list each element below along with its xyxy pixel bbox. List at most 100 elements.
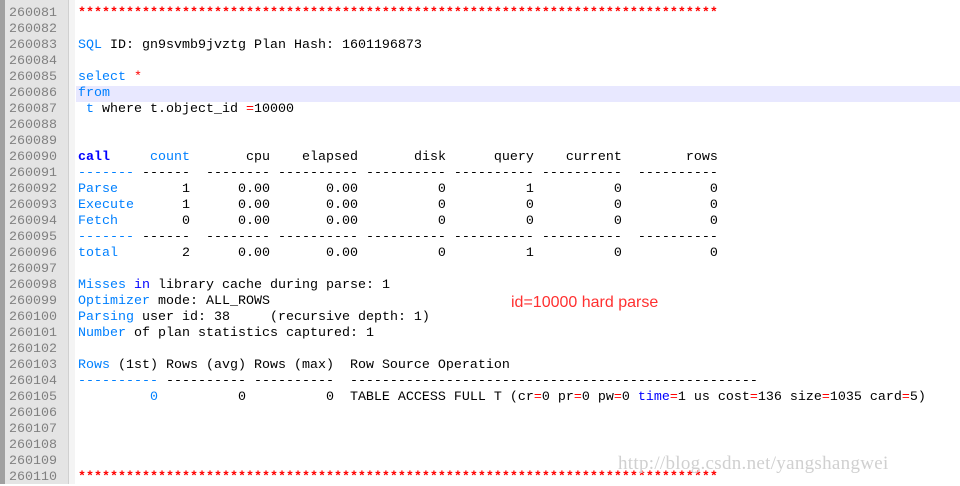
line-content[interactable]: total 2 0.00 0.00 0 1 0 0 bbox=[76, 246, 960, 262]
line-number: 260091 bbox=[9, 166, 57, 181]
code-token: 0 pr bbox=[541, 390, 574, 405]
code-token: ------ -------- ---------- ---------- --… bbox=[134, 230, 718, 245]
line-content[interactable] bbox=[76, 438, 960, 454]
editor-line[interactable]: 260084 bbox=[0, 54, 960, 70]
code-token bbox=[110, 150, 150, 165]
line-content[interactable] bbox=[76, 342, 960, 358]
line-content[interactable]: Optimizer mode: ALL_ROWS bbox=[76, 294, 960, 310]
code-token: = bbox=[901, 390, 910, 405]
editor-line[interactable]: 260085 select * bbox=[0, 70, 960, 86]
editor-line[interactable]: 260098 Misses in library cache during par… bbox=[0, 278, 960, 294]
watermark: http://blog.csdn.net/yangshangwei bbox=[618, 453, 889, 474]
code-token: total bbox=[78, 246, 118, 261]
line-number: 260110 bbox=[9, 470, 57, 485]
line-content[interactable]: call count cpu elapsed disk query curren… bbox=[76, 150, 960, 166]
code-token: ---------- ---------- ------------------… bbox=[157, 374, 758, 389]
editor-line[interactable]: 260088 bbox=[0, 118, 960, 134]
line-number: 260094 bbox=[9, 214, 57, 229]
code-token: ****************************************… bbox=[78, 6, 718, 21]
editor-line[interactable]: 260083 SQL ID: gn9svmb9jvztg Plan Hash: 1… bbox=[0, 38, 960, 54]
annotation-text: id=10000 hard parse bbox=[511, 294, 659, 311]
code-token: Optimizer bbox=[78, 294, 150, 309]
line-content[interactable]: ****************************************… bbox=[76, 470, 960, 486]
editor-line[interactable]: 260095 ------- ------ -------- ----------… bbox=[0, 230, 960, 246]
editor-line[interactable]: 260110 **********************************… bbox=[0, 470, 960, 486]
editor-line[interactable]: 260107 bbox=[0, 422, 960, 438]
line-content[interactable] bbox=[76, 118, 960, 134]
line-number: 260097 bbox=[9, 262, 57, 277]
editor-line[interactable]: 260096 total 2 0.00 0.00 0 1 0 0 bbox=[0, 246, 960, 262]
code-token: Execute bbox=[78, 198, 134, 213]
code-token: 0 bbox=[78, 390, 158, 405]
line-content[interactable]: Number of plan statistics captured: 1 bbox=[76, 326, 960, 342]
line-content[interactable]: Rows (1st) Rows (avg) Rows (max) Row Sou… bbox=[76, 358, 960, 374]
line-content[interactable]: Parsing user id: 38 (recursive depth: 1) bbox=[76, 310, 960, 326]
line-number: 260086 bbox=[9, 86, 57, 101]
editor-line[interactable]: 260103 Rows (1st) Rows (avg) Rows (max) R… bbox=[0, 358, 960, 374]
editor-line[interactable]: 260105 0 0 0 TABLE ACCESS FULL T (cr = 0 p… bbox=[0, 390, 960, 406]
code-token: = bbox=[821, 390, 830, 405]
line-number: 260105 bbox=[9, 390, 57, 405]
line-content[interactable]: ****************************************… bbox=[76, 6, 960, 22]
editor-line[interactable]: 260092 Parse 1 0.00 0.00 0 1 0 0 bbox=[0, 182, 960, 198]
line-number-gutter bbox=[0, 0, 68, 484]
editor-line[interactable]: 260099 Optimizer mode: ALL_ROWS bbox=[0, 294, 960, 310]
line-number: 260081 bbox=[9, 6, 57, 21]
code-token: user id: 38 (recursive depth: 1) bbox=[134, 310, 430, 325]
code-token: * bbox=[134, 70, 142, 85]
editor-line[interactable]: 260097 bbox=[0, 262, 960, 278]
editor-line[interactable]: 260089 bbox=[0, 134, 960, 150]
editor-line[interactable]: 260109 bbox=[0, 454, 960, 470]
line-content[interactable]: select * bbox=[76, 70, 960, 86]
editor-line[interactable]: 260087 t where t.object_id =10000 bbox=[0, 102, 960, 118]
editor-line[interactable]: 260108 bbox=[0, 438, 960, 454]
line-content[interactable]: t where t.object_id =10000 bbox=[76, 102, 960, 118]
line-content[interactable]: from bbox=[76, 86, 960, 102]
code-token: 0 0.00 0.00 0 0 0 0 bbox=[118, 214, 718, 229]
line-content[interactable]: Execute 1 0.00 0.00 0 0 0 0 bbox=[76, 198, 960, 214]
line-content[interactable] bbox=[76, 134, 960, 150]
line-content[interactable] bbox=[76, 22, 960, 38]
code-token: ------ -------- ---------- ---------- --… bbox=[134, 166, 718, 181]
editor-line[interactable]: 260104 ---------- ---------- ---------- -… bbox=[0, 374, 960, 390]
line-content[interactable]: SQL ID: gn9svmb9jvztg Plan Hash: 1601196… bbox=[76, 38, 960, 54]
editor-line[interactable]: 260101 Number of plan statistics captured… bbox=[0, 326, 960, 342]
line-content[interactable] bbox=[76, 422, 960, 438]
code-token: mode: ALL_ROWS bbox=[149, 294, 270, 309]
code-token: SQL bbox=[78, 38, 102, 53]
line-content[interactable]: Parse 1 0.00 0.00 0 1 0 0 bbox=[76, 182, 960, 198]
code-token: Number bbox=[78, 326, 126, 341]
line-content[interactable]: ------- ------ -------- ---------- -----… bbox=[76, 166, 960, 182]
editor-line[interactable]: 260081 **********************************… bbox=[0, 6, 960, 22]
line-content[interactable]: 0 0 0 TABLE ACCESS FULL T (cr=0 pr=0 pw=… bbox=[76, 390, 960, 406]
line-number: 260089 bbox=[9, 134, 57, 149]
editor-line[interactable]: 260082 bbox=[0, 22, 960, 38]
code-token: from bbox=[78, 86, 110, 101]
code-token: where t.object_id bbox=[94, 102, 246, 117]
line-content[interactable]: Fetch 0 0.00 0.00 0 0 0 0 bbox=[76, 214, 960, 230]
line-content[interactable]: ------- ------ -------- ---------- -----… bbox=[76, 230, 960, 246]
editor-line[interactable]: 260102 bbox=[0, 342, 960, 358]
code-token bbox=[126, 278, 134, 293]
editor-line[interactable]: 260094 Fetch 0 0.00 0.00 0 0 0 0 bbox=[0, 214, 960, 230]
code-token: 1 0.00 0.00 0 0 0 0 bbox=[134, 198, 718, 213]
editor-line[interactable]: 260091 ------- ------ -------- ----------… bbox=[0, 166, 960, 182]
editor-line[interactable]: 260080 bbox=[0, 0, 960, 6]
code-token: (1st) Rows (avg) Rows (max) Row Source O… bbox=[110, 358, 510, 373]
code-token: 0 0 TABLE ACCESS FULL T (cr bbox=[157, 390, 534, 405]
line-content[interactable] bbox=[76, 406, 960, 422]
editor-line[interactable]: 260100 Parsing user id: 38 (recursive dep… bbox=[0, 310, 960, 326]
editor-line[interactable]: 260090 call count cpu elapsed disk query … bbox=[0, 150, 960, 166]
line-number: 260100 bbox=[9, 310, 57, 325]
editor-line[interactable]: 260086 from bbox=[0, 86, 960, 102]
editor-line[interactable]: 260106 bbox=[0, 406, 960, 422]
line-content[interactable] bbox=[76, 54, 960, 70]
line-content[interactable]: ---------- ---------- ---------- -------… bbox=[76, 374, 960, 390]
line-content[interactable]: Misses in library cache during parse: 1 bbox=[76, 278, 960, 294]
line-content[interactable] bbox=[76, 262, 960, 278]
code-token: 1 0.00 0.00 0 1 0 0 bbox=[118, 182, 718, 197]
editor-line[interactable]: 260093 Execute 1 0.00 0.00 0 0 0 0 bbox=[0, 198, 960, 214]
code-token: = bbox=[749, 390, 758, 405]
line-number: 260098 bbox=[9, 278, 57, 293]
